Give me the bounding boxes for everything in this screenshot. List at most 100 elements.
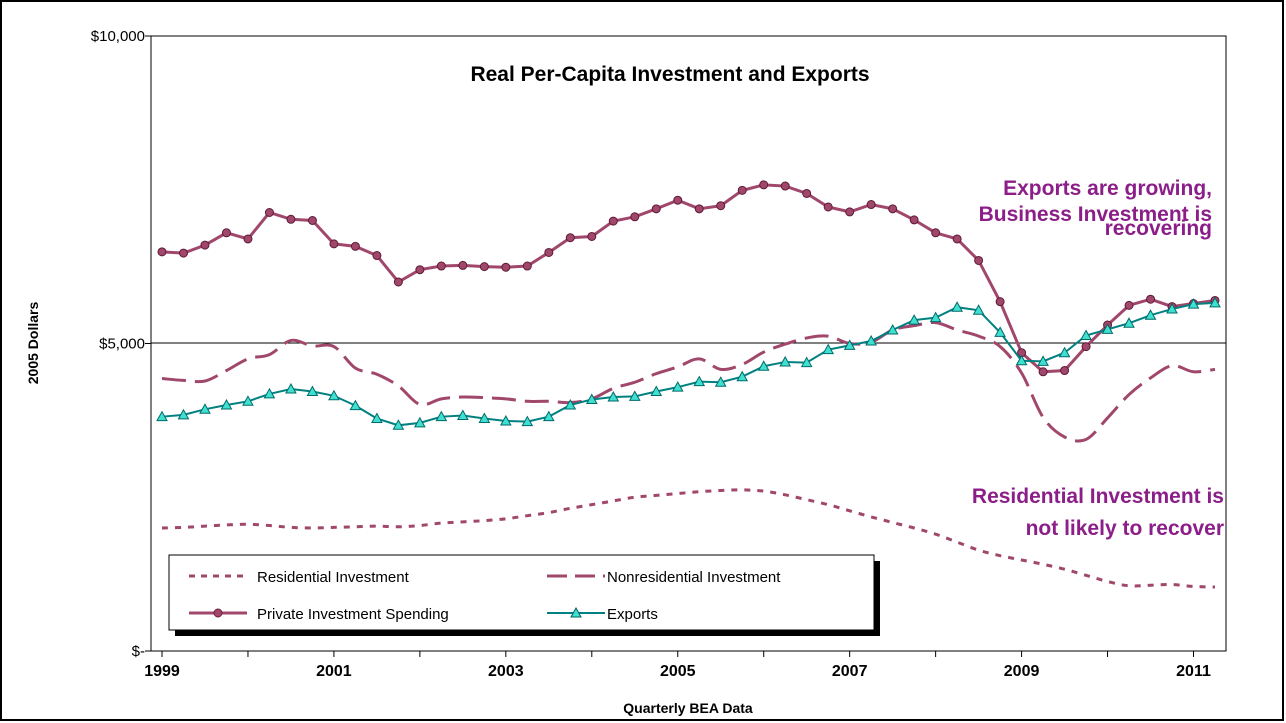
series-line-residential	[161, 488, 1216, 589]
chart-title: Real Per-Capita Investment and Exports	[470, 63, 869, 86]
svg-text:not likely to recover: not likely to recover	[1026, 517, 1224, 540]
data-point-private	[501, 262, 511, 272]
data-point-exports	[371, 412, 383, 424]
legend-label-exports: Exports	[607, 606, 658, 623]
data-point-private	[952, 234, 962, 244]
y-tick-label: $-	[132, 643, 145, 660]
data-point-private	[759, 180, 769, 190]
data-point-exports	[285, 382, 297, 394]
data-point-private	[909, 215, 919, 225]
x-tick-label: 2011	[1176, 663, 1211, 680]
data-point-exports	[542, 410, 555, 422]
data-point-exports	[1058, 346, 1071, 358]
data-point-private	[415, 265, 425, 275]
data-point-private	[673, 195, 683, 205]
x-tick-label: 2005	[660, 663, 696, 680]
data-point-exports	[499, 414, 512, 426]
legend-item-residential: Residential Investment	[189, 569, 410, 586]
y-axis-ticks: $- $5,000 $10,000	[91, 28, 151, 660]
data-point-exports	[349, 399, 362, 411]
data-point-exports	[457, 409, 469, 420]
legend-label-nonresidential: Nonresidential Investment	[607, 569, 781, 586]
data-point-exports	[1123, 317, 1135, 328]
data-point-private	[264, 208, 274, 218]
legend-item-private: Private Investment Spending	[189, 606, 449, 623]
data-point-exports	[929, 311, 942, 323]
data-point-private	[286, 214, 296, 224]
data-point-private	[436, 261, 446, 271]
data-point-exports	[843, 339, 856, 350]
data-point-exports	[521, 415, 534, 427]
data-point-private	[307, 216, 317, 225]
data-point-exports	[822, 343, 835, 355]
data-point-private	[608, 216, 618, 226]
data-point-private	[737, 185, 747, 195]
data-point-exports	[671, 381, 684, 392]
data-point-exports	[328, 389, 340, 401]
data-point-exports	[1101, 323, 1114, 334]
data-point-private	[802, 188, 812, 198]
data-point-exports	[306, 385, 319, 396]
data-point-exports	[263, 387, 276, 399]
data-point-exports	[414, 416, 426, 428]
data-point-private	[1060, 366, 1070, 376]
data-point-private	[845, 207, 855, 217]
data-point-private	[243, 234, 253, 244]
data-point-private	[221, 228, 231, 238]
data-point-private	[350, 241, 360, 251]
legend-label-private: Private Investment Spending	[257, 606, 449, 623]
svg-text:Residential Investment is: Residential Investment is	[972, 485, 1224, 508]
data-point-private	[651, 204, 661, 214]
data-point-exports	[650, 385, 663, 396]
svg-text:recovering: recovering	[1105, 217, 1212, 240]
x-tick-label: 1999	[144, 663, 180, 680]
y-axis-title: 2005 Dollars	[25, 302, 41, 385]
data-point-private	[1038, 367, 1048, 377]
data-point-exports	[886, 323, 899, 335]
data-point-exports	[972, 304, 985, 315]
data-point-exports	[628, 390, 641, 401]
data-point-exports	[1080, 329, 1092, 341]
data-point-private	[565, 233, 575, 243]
legend: Residential Investment Nonresidential In…	[168, 554, 875, 631]
data-point-private	[178, 248, 188, 258]
data-point-exports	[607, 390, 620, 402]
series-line-nonresidential	[161, 320, 1216, 443]
data-point-private	[823, 202, 833, 212]
svg-text:Business Investment is: Business Investment is	[979, 203, 1212, 226]
x-tick-label: 2009	[1004, 663, 1040, 680]
legend-item-exports: Exports	[547, 606, 658, 623]
data-point-exports	[564, 398, 577, 410]
data-point-private	[479, 262, 489, 272]
svg-text:Exports are growing,: Exports are growing,	[1003, 177, 1212, 200]
data-point-exports	[199, 403, 211, 414]
data-point-private	[393, 277, 403, 287]
data-point-exports	[714, 376, 727, 387]
data-point-exports	[435, 410, 448, 422]
data-point-private	[1081, 342, 1091, 352]
data-point-exports	[585, 393, 598, 404]
data-point-private	[587, 231, 597, 241]
data-point-exports	[1037, 355, 1049, 366]
x-axis-ticks: 1999 2001 2003 2005 2007 2009 2011	[144, 651, 1211, 680]
data-point-private	[931, 228, 941, 238]
x-axis-title: Quarterly BEA Data	[623, 700, 753, 716]
data-point-exports	[392, 419, 405, 430]
annotation-residential: Residential Investment is not likely to …	[972, 485, 1224, 540]
data-point-exports	[1209, 296, 1221, 308]
data-point-exports	[1144, 309, 1157, 320]
data-point-exports	[757, 360, 770, 371]
x-tick-label: 2001	[316, 663, 352, 680]
data-point-exports	[951, 301, 963, 312]
y-tick-label: $10,000	[91, 28, 145, 45]
data-point-exports	[779, 355, 792, 367]
data-point-private	[694, 204, 704, 214]
x-tick-label: 2003	[488, 663, 524, 680]
data-point-exports	[800, 356, 813, 368]
annotation-exports: Exports are growing, Business Investment…	[979, 177, 1212, 240]
legend-box	[168, 554, 875, 631]
y-tick-label: $5,000	[99, 336, 145, 353]
data-point-private	[780, 181, 790, 191]
data-point-private	[458, 260, 468, 270]
data-point-private	[1124, 300, 1134, 310]
